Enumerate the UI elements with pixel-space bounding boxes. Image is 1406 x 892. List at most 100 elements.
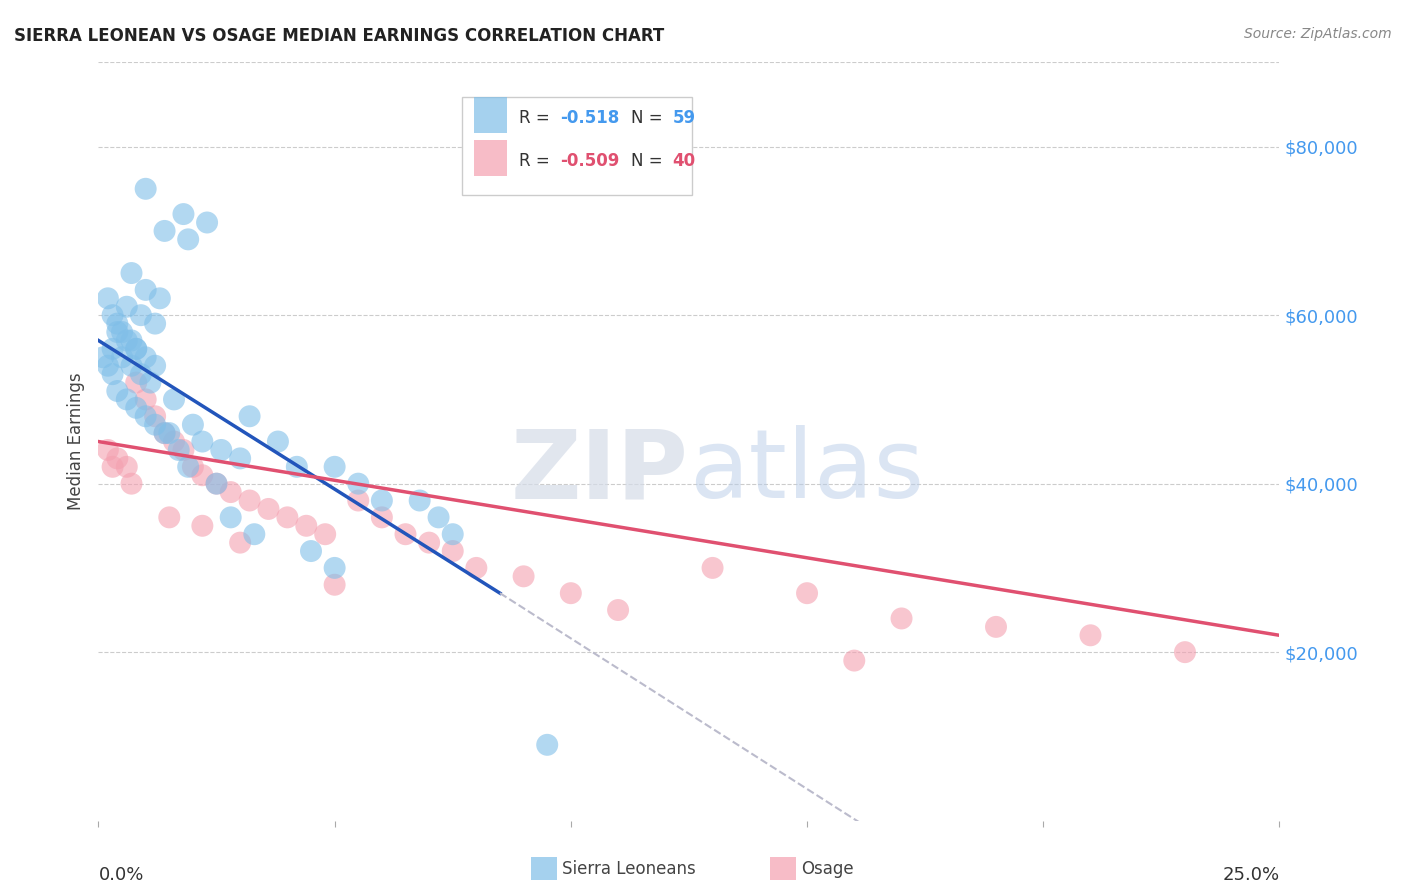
Point xyxy=(984,620,1007,634)
Text: N =: N = xyxy=(631,109,668,127)
Point xyxy=(115,459,138,474)
Point xyxy=(163,434,186,449)
Point xyxy=(191,518,214,533)
Text: Sierra Leoneans: Sierra Leoneans xyxy=(562,860,696,878)
Point xyxy=(139,376,162,390)
Point xyxy=(101,308,124,322)
Point xyxy=(191,468,214,483)
Point xyxy=(167,442,190,457)
Point xyxy=(172,207,194,221)
Text: 25.0%: 25.0% xyxy=(1222,866,1279,884)
Text: 40: 40 xyxy=(672,152,696,170)
Point xyxy=(121,359,143,373)
Point xyxy=(97,359,120,373)
Point xyxy=(115,300,138,314)
Point xyxy=(512,569,534,583)
Point xyxy=(129,308,152,322)
Point xyxy=(111,351,134,365)
Point xyxy=(181,459,204,474)
Point xyxy=(323,561,346,575)
Point xyxy=(143,409,166,424)
Text: SIERRA LEONEAN VS OSAGE MEDIAN EARNINGS CORRELATION CHART: SIERRA LEONEAN VS OSAGE MEDIAN EARNINGS … xyxy=(14,27,664,45)
Text: -0.518: -0.518 xyxy=(560,109,620,127)
Point xyxy=(135,283,157,297)
Text: -0.509: -0.509 xyxy=(560,152,620,170)
Point xyxy=(276,510,298,524)
Point xyxy=(101,342,124,356)
Point xyxy=(125,342,148,356)
Point xyxy=(418,535,440,549)
Point xyxy=(177,232,200,246)
Point xyxy=(163,392,186,407)
Point xyxy=(536,738,558,752)
Point xyxy=(408,493,430,508)
Text: 0.0%: 0.0% xyxy=(98,866,143,884)
Point xyxy=(1174,645,1197,659)
Point xyxy=(135,351,157,365)
Point xyxy=(125,376,148,390)
Point xyxy=(97,291,120,305)
Point xyxy=(347,476,370,491)
Point xyxy=(243,527,266,541)
Point xyxy=(135,392,157,407)
Point xyxy=(105,325,128,339)
Point xyxy=(97,442,120,457)
Point xyxy=(157,510,180,524)
Point xyxy=(323,578,346,592)
Point xyxy=(239,409,262,424)
Point xyxy=(205,476,228,491)
Text: ZIP: ZIP xyxy=(510,425,689,518)
Point xyxy=(796,586,818,600)
Point xyxy=(101,459,124,474)
Point xyxy=(299,544,322,558)
Point xyxy=(229,451,252,466)
Text: Source: ZipAtlas.com: Source: ZipAtlas.com xyxy=(1244,27,1392,41)
FancyBboxPatch shape xyxy=(474,96,508,133)
Text: R =: R = xyxy=(519,152,555,170)
Text: Osage: Osage xyxy=(801,860,853,878)
Point xyxy=(125,401,148,415)
Point xyxy=(285,459,308,474)
Point xyxy=(257,502,280,516)
Point xyxy=(465,561,488,575)
Point xyxy=(157,426,180,441)
Point xyxy=(1080,628,1102,642)
Point xyxy=(125,342,148,356)
Point xyxy=(371,510,394,524)
Y-axis label: Median Earnings: Median Earnings xyxy=(67,373,86,510)
Point xyxy=(844,654,866,668)
Point xyxy=(181,417,204,432)
Point xyxy=(177,459,200,474)
Point xyxy=(121,476,143,491)
Point xyxy=(209,442,232,457)
Point xyxy=(394,527,416,541)
Point xyxy=(153,426,176,441)
Text: N =: N = xyxy=(631,152,668,170)
Point xyxy=(295,518,318,533)
Point xyxy=(607,603,630,617)
FancyBboxPatch shape xyxy=(474,140,508,177)
Point xyxy=(101,367,124,381)
Point xyxy=(135,182,157,196)
Point xyxy=(121,334,143,348)
Point xyxy=(149,291,172,305)
Point xyxy=(111,325,134,339)
Point xyxy=(219,485,242,500)
Point xyxy=(143,317,166,331)
Point xyxy=(115,392,138,407)
Point xyxy=(229,535,252,549)
Point xyxy=(91,351,114,365)
Point xyxy=(195,215,218,229)
Point xyxy=(105,451,128,466)
Point xyxy=(172,442,194,457)
Point xyxy=(267,434,290,449)
Point xyxy=(427,510,450,524)
FancyBboxPatch shape xyxy=(463,96,693,195)
Point xyxy=(129,367,152,381)
Point xyxy=(702,561,724,575)
Point xyxy=(191,434,214,449)
Point xyxy=(219,510,242,524)
Point xyxy=(205,476,228,491)
Point xyxy=(105,317,128,331)
Point xyxy=(371,493,394,508)
